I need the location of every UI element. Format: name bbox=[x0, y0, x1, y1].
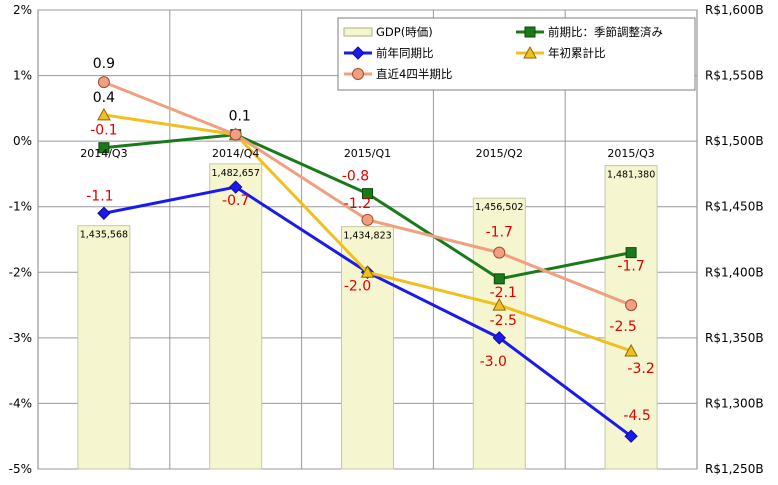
gdp-bar-label: 1,435,568 bbox=[80, 230, 128, 241]
data-label: -0.7 bbox=[222, 193, 249, 209]
legend-marker bbox=[523, 45, 537, 59]
data-label: -4.5 bbox=[623, 408, 650, 424]
series-marker bbox=[625, 299, 638, 312]
series-marker bbox=[229, 128, 242, 141]
legend-label: 直近4四半期比 bbox=[376, 67, 452, 81]
gdp-bar-label: 1,456,502 bbox=[475, 202, 523, 213]
gdp-bar-label: 1,434,823 bbox=[343, 231, 391, 242]
left-tick-label: -2% bbox=[9, 265, 32, 279]
data-label: -1.7 bbox=[486, 225, 513, 241]
category-label: 2015/Q3 bbox=[607, 147, 654, 160]
gdp-bar bbox=[604, 165, 658, 470]
gdp-bar-label: 1,482,657 bbox=[212, 168, 260, 179]
legend-swatch bbox=[343, 27, 373, 37]
category-label: 2015/Q2 bbox=[476, 147, 523, 160]
data-label: 0.1 bbox=[229, 109, 251, 125]
left-tick-label: -1% bbox=[9, 200, 32, 214]
data-label: -3.2 bbox=[627, 361, 654, 377]
data-label: -1.7 bbox=[617, 259, 644, 275]
category-label: 2015/Q1 bbox=[344, 147, 391, 160]
left-tick-label: 1% bbox=[13, 69, 32, 83]
data-label: -0.8 bbox=[342, 169, 369, 185]
right-tick-label: R$1,250B bbox=[705, 462, 764, 476]
left-tick-label: -4% bbox=[9, 396, 32, 410]
data-label: -1.1 bbox=[86, 188, 113, 204]
left-tick-label: -3% bbox=[9, 331, 32, 345]
data-label: -1.2 bbox=[344, 196, 371, 212]
category-label: 2014/Q4 bbox=[212, 147, 259, 160]
series-marker bbox=[624, 429, 638, 443]
legend-label: 年初累計比 bbox=[548, 46, 606, 60]
gdp-bar-label: 1,481,380 bbox=[607, 170, 655, 181]
series-marker bbox=[228, 180, 243, 194]
series-marker bbox=[361, 213, 374, 226]
gdp-bar bbox=[341, 226, 394, 470]
data-label: -2.0 bbox=[344, 278, 371, 294]
series-marker bbox=[624, 343, 638, 357]
legend-label: GDP(時価) bbox=[376, 25, 433, 39]
data-label: -2.5 bbox=[490, 313, 517, 329]
left-tick-label: -5% bbox=[9, 462, 32, 476]
legend-label: 前年同期比 bbox=[376, 46, 434, 60]
series-marker bbox=[493, 273, 505, 285]
legend-marker bbox=[352, 68, 364, 80]
legend-marker bbox=[524, 26, 536, 38]
series-marker bbox=[362, 188, 373, 200]
right-tick-label: R$1,550B bbox=[705, 69, 764, 83]
data-label: -3.0 bbox=[480, 354, 507, 370]
right-tick-label: R$1,600B bbox=[705, 3, 764, 17]
category-label: 2014/Q3 bbox=[80, 147, 127, 160]
left-tick-label: 2% bbox=[13, 3, 32, 17]
data-label: -2.5 bbox=[609, 319, 636, 335]
right-tick-label: R$1,400B bbox=[705, 265, 764, 279]
series-marker bbox=[360, 265, 375, 278]
data-label: -2.1 bbox=[490, 285, 517, 301]
right-tick-label: R$1,350B bbox=[705, 331, 764, 345]
data-label: 0.4 bbox=[93, 90, 115, 106]
right-tick-label: R$1,300B bbox=[705, 396, 764, 410]
series-marker bbox=[492, 331, 507, 345]
legend-marker bbox=[351, 46, 365, 60]
series-marker bbox=[492, 298, 507, 311]
series-marker bbox=[493, 246, 506, 259]
right-tick-label: R$1,450B bbox=[705, 200, 764, 214]
series-marker bbox=[97, 76, 110, 89]
data-label: 0.9 bbox=[93, 56, 115, 72]
labels: 1,435,568 1,482,657 1,434,823 1,456,502 1,48… bbox=[80, 56, 656, 424]
gdp-bar bbox=[209, 163, 263, 470]
left-tick-label: 0% bbox=[13, 134, 32, 148]
series-marker bbox=[97, 107, 111, 121]
legend-label: 前期比：季節調整済み bbox=[548, 25, 663, 39]
axes: 2% 1% 0% -1% -2% -3% -4% -5% R$1,600B R$1,550B R$1… bbox=[9, 3, 764, 476]
right-tick-label: R$1,500B bbox=[705, 134, 764, 148]
lines bbox=[97, 76, 638, 443]
series-marker bbox=[625, 247, 637, 259]
gdp-bar bbox=[77, 225, 131, 470]
series-marker bbox=[97, 206, 111, 220]
series-marker bbox=[98, 142, 110, 154]
data-label: -0.1 bbox=[90, 123, 117, 139]
